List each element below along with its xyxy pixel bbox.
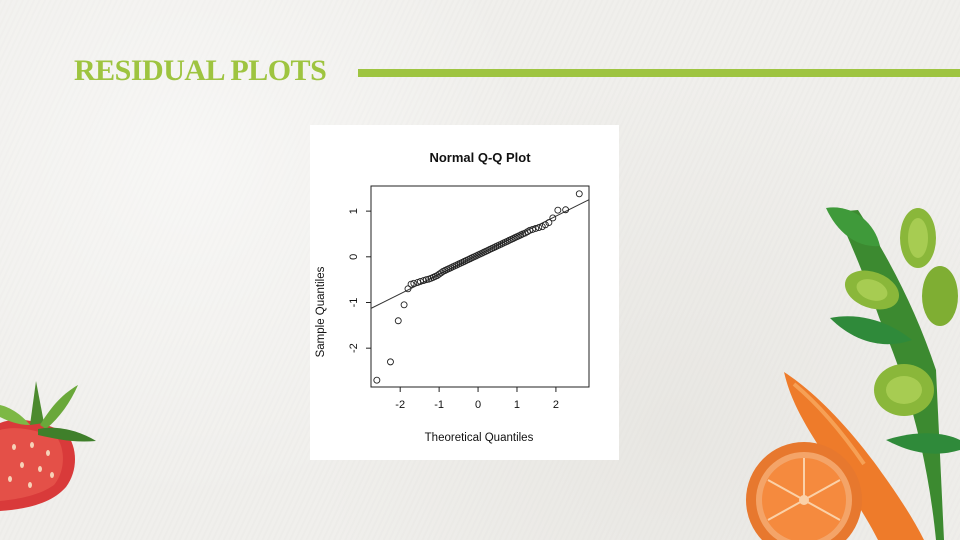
qq-point: [404, 285, 412, 293]
qq-point: [400, 301, 408, 309]
x-axis-label: Theoretical Quantiles: [425, 432, 534, 444]
y-tick-label: 0: [348, 254, 360, 260]
x-tick-label: 1: [514, 399, 520, 411]
slide-title: RESIDUAL PLOTS: [74, 54, 327, 87]
qq-point: [410, 279, 418, 287]
vegetables-illustration: [746, 207, 960, 540]
y-tick-label: -1: [348, 298, 360, 308]
y-tick-label: -2: [348, 343, 360, 353]
qq-point: [549, 214, 557, 222]
title-underline: [358, 69, 960, 77]
x-tick-label: -1: [434, 399, 444, 411]
qq-point: [373, 376, 381, 384]
qq-plot-chart: Normal Q-Q Plot Theoretical Quantiles Sa…: [315, 150, 590, 444]
y-tick-label: 1: [348, 208, 360, 214]
qq-point: [541, 221, 549, 229]
qq-point: [562, 206, 570, 214]
strawberry-illustration: [0, 381, 96, 511]
qq-point: [387, 358, 394, 366]
y-axis-label: Sample Quantiles: [315, 266, 327, 357]
qq-point: [394, 317, 402, 325]
qq-point: [422, 276, 430, 284]
qq-point: [529, 225, 537, 233]
qq-plot-card: Normal Q-Q Plot Theoretical Quantiles Sa…: [310, 125, 619, 460]
x-tick-label: 2: [553, 399, 559, 411]
plot-frame: [370, 185, 590, 388]
qq-point: [437, 269, 445, 277]
qq-point: [535, 224, 543, 232]
qq-reference-line: [370, 199, 590, 309]
chart-title: Normal Q-Q Plot: [429, 150, 531, 165]
x-tick-label: 0: [475, 399, 481, 411]
qq-point: [545, 219, 553, 226]
qq-point: [554, 206, 562, 214]
qq-point: [575, 190, 583, 198]
x-tick-label: -2: [395, 399, 405, 411]
qq-point: [532, 225, 540, 232]
